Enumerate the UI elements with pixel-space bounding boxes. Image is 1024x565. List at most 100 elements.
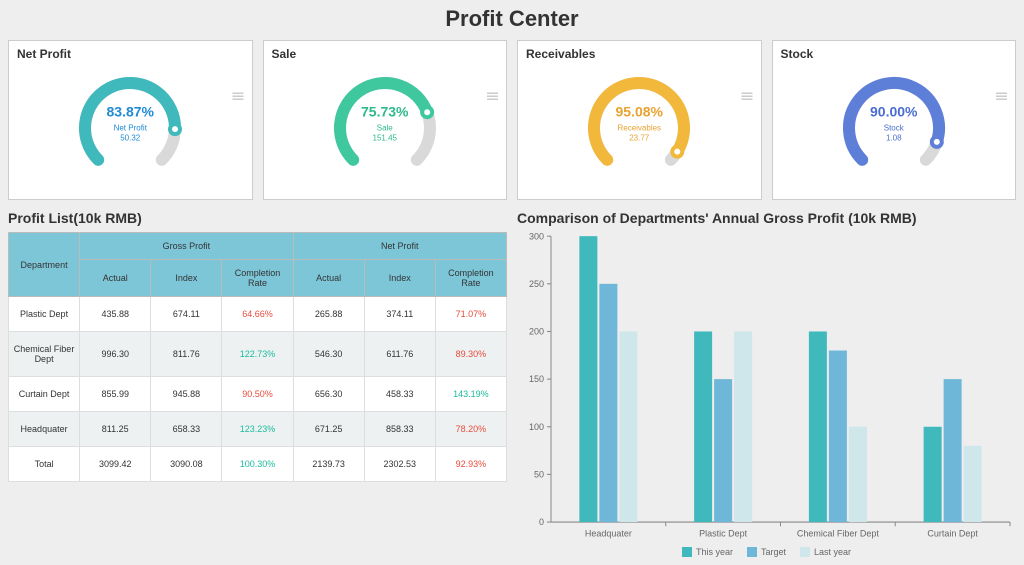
cell-gp-rate: 90.50% (222, 377, 293, 412)
table-row: Curtain Dept 855.99 945.88 90.50% 656.30… (9, 377, 507, 412)
cell-gp-rate: 122.73% (222, 332, 293, 377)
svg-text:100: 100 (529, 422, 544, 432)
cell-gp-index: 811.76 (151, 332, 222, 377)
bar (599, 284, 617, 522)
th-gross-profit: Gross Profit (80, 233, 293, 260)
profit-list-title: Profit List(10k RMB) (8, 208, 507, 232)
th-sub: Actual (293, 260, 364, 297)
gauge-percent: 75.73% (361, 103, 408, 121)
gauge-ring: 90.00% Stock 1.08 (834, 68, 954, 188)
gauge-card: Stock ——— 90.00% Stock 1.08 (772, 40, 1017, 200)
gauge-card: Receivables ——— 95.08% Receivables 23.77 (517, 40, 762, 200)
legend-item[interactable]: Target (747, 547, 786, 557)
cell-np-index: 858.33 (364, 412, 435, 447)
bar-chart-legend: This year Target Last year (517, 545, 1016, 557)
legend-swatch (747, 547, 757, 557)
cell-np-rate: 78.20% (435, 412, 506, 447)
bar (849, 427, 867, 522)
svg-text:Curtain Dept: Curtain Dept (927, 528, 978, 538)
cell-np-rate: 71.07% (435, 297, 506, 332)
profit-table: Department Gross Profit Net Profit Actua… (8, 232, 507, 482)
svg-text:0: 0 (539, 517, 544, 527)
gauge-percent: 83.87% (107, 103, 154, 121)
legend-swatch (800, 547, 810, 557)
cell-gp-index: 658.33 (151, 412, 222, 447)
gauge-percent: 95.08% (616, 103, 663, 121)
svg-text:Plastic Dept: Plastic Dept (699, 528, 747, 538)
gauge-card-title: Sale (264, 41, 507, 63)
bar (944, 379, 962, 522)
cell-np-index: 2302.53 (364, 447, 435, 482)
legend-label: Last year (814, 547, 851, 557)
th-department: Department (9, 233, 80, 297)
cell-gp-index: 3090.08 (151, 447, 222, 482)
cell-gp-actual: 811.25 (80, 412, 151, 447)
table-row: Chemical Fiber Dept 996.30 811.76 122.73… (9, 332, 507, 377)
legend-swatch (682, 547, 692, 557)
cell-np-rate: 143.19% (435, 377, 506, 412)
cell-gp-actual: 3099.42 (80, 447, 151, 482)
gauge-ring: 75.73% Sale 151.45 (325, 68, 445, 188)
table-row: Headquater 811.25 658.33 123.23% 671.25 … (9, 412, 507, 447)
cell-gp-index: 674.11 (151, 297, 222, 332)
cell-dept: Curtain Dept (9, 377, 80, 412)
th-sub: Index (151, 260, 222, 297)
th-sub: Completion Rate (222, 260, 293, 297)
cell-gp-rate: 123.23% (222, 412, 293, 447)
svg-text:Headquater: Headquater (585, 528, 632, 538)
th-sub: Actual (80, 260, 151, 297)
cell-gp-actual: 855.99 (80, 377, 151, 412)
cell-dept: Total (9, 447, 80, 482)
gauge-row: Net Profit ——— 83.87% Net Profit 50.32 S… (0, 40, 1024, 208)
bar-chart-title: Comparison of Departments' Annual Gross … (517, 208, 1016, 232)
legend-item[interactable]: This year (682, 547, 733, 557)
gauge-card-title: Net Profit (9, 41, 252, 63)
th-sub: Completion Rate (435, 260, 506, 297)
cell-np-actual: 671.25 (293, 412, 364, 447)
table-row: Total 3099.42 3090.08 100.30% 2139.73 23… (9, 447, 507, 482)
svg-text:50: 50 (534, 469, 544, 479)
cell-gp-index: 945.88 (151, 377, 222, 412)
gauge-label: Stock (870, 123, 917, 133)
svg-text:150: 150 (529, 374, 544, 384)
bar (964, 446, 982, 522)
bar (619, 331, 637, 522)
bar (829, 351, 847, 523)
legend-item[interactable]: Last year (800, 547, 851, 557)
cell-np-actual: 265.88 (293, 297, 364, 332)
cell-np-index: 458.33 (364, 377, 435, 412)
gauge-ring: 83.87% Net Profit 50.32 (70, 68, 190, 188)
th-net-profit: Net Profit (293, 233, 506, 260)
cell-np-rate: 92.93% (435, 447, 506, 482)
cell-np-index: 374.11 (364, 297, 435, 332)
cell-gp-actual: 435.88 (80, 297, 151, 332)
gauge-label: Net Profit (107, 123, 154, 133)
gauge-card-title: Receivables (518, 41, 761, 63)
bar (579, 236, 597, 522)
gauge-value: 23.77 (616, 133, 663, 143)
cell-np-rate: 89.30% (435, 332, 506, 377)
cell-dept: Plastic Dept (9, 297, 80, 332)
cell-gp-actual: 996.30 (80, 332, 151, 377)
bar (809, 331, 827, 522)
cell-np-actual: 2139.73 (293, 447, 364, 482)
svg-text:Chemical Fiber Dept: Chemical Fiber Dept (797, 528, 879, 538)
svg-text:300: 300 (529, 232, 544, 241)
svg-text:250: 250 (529, 279, 544, 289)
gauge-value: 50.32 (107, 133, 154, 143)
gauge-label: Receivables (616, 123, 663, 133)
bar (734, 331, 752, 522)
legend-label: Target (761, 547, 786, 557)
cell-dept: Chemical Fiber Dept (9, 332, 80, 377)
gauge-percent: 90.00% (870, 103, 917, 121)
gauge-card-title: Stock (773, 41, 1016, 63)
gauge-ring: 95.08% Receivables 23.77 (579, 68, 699, 188)
gauge-value: 151.45 (361, 133, 408, 143)
gauge-card: Net Profit ——— 83.87% Net Profit 50.32 (8, 40, 253, 200)
cell-np-actual: 546.30 (293, 332, 364, 377)
svg-text:200: 200 (529, 326, 544, 336)
cell-np-index: 611.76 (364, 332, 435, 377)
page-title: Profit Center (0, 0, 1024, 40)
cell-dept: Headquater (9, 412, 80, 447)
gauge-card: Sale ——— 75.73% Sale 151.45 (263, 40, 508, 200)
